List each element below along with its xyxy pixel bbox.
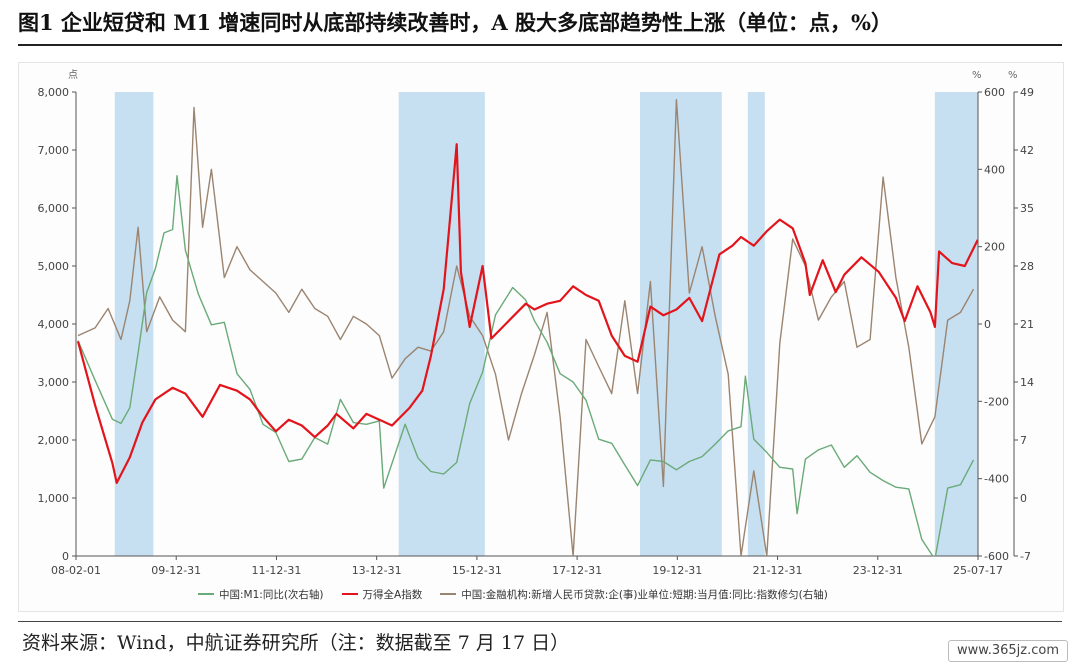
left-tick-label: 1,000 (38, 492, 70, 505)
chart-canvas: 0 1,000 2,000 3,000 4,000 5,000 6,000 7,000 8,00… (38, 69, 1035, 577)
shaded-period-4 (747, 92, 765, 556)
x-tick-label: 23-12-31 (853, 564, 903, 577)
legend-swatch-index (341, 593, 358, 595)
secondary-right-tick-label: 21 (1020, 318, 1034, 331)
secondary-right-tick-label: 28 (1020, 260, 1034, 273)
secondary-right-tick-label: 14 (1020, 376, 1034, 389)
legend-item-loan: 中国:金融机构:新增人民币贷款:企(事)业单位:短期:当月值:同比:指数修匀(右… (440, 585, 828, 603)
x-tick-label: 25-07-17 (953, 564, 1003, 577)
shaded-period-2 (398, 92, 485, 556)
shaded-period-1 (114, 92, 154, 556)
series-line-short-loan (77, 99, 975, 556)
x-tick-label: 11-12-31 (251, 564, 301, 577)
legend-label-loan: 中国:金融机构:新增人民币贷款:企(事)业单位:短期:当月值:同比:指数修匀(右… (461, 588, 828, 601)
legend-swatch-loan (440, 593, 457, 595)
figure-title: 图1 企业短贷和 M1 增速同时从底部持续改善时，A 股大多底部趋势性上涨（单位… (18, 10, 892, 35)
left-tick-label: 7,000 (38, 144, 70, 157)
source-note: 资料来源：Wind，中航证券研究所（注：数据截至 7 月 17 日） (22, 632, 570, 654)
source-divider (18, 621, 1062, 622)
left-tick-label: 3,000 (38, 376, 70, 389)
secondary-right-tick-label: 7 (1020, 434, 1027, 447)
right-tick-label: 400 (984, 163, 1005, 176)
secondary-right-tick-label: 42 (1020, 144, 1034, 157)
chart-legend: 中国:M1:同比(次右轴) 万得全A指数 中国:金融机构:新增人民币贷款:企(事… (198, 585, 828, 603)
x-tick-label: 09-12-31 (151, 564, 201, 577)
legend-item-m1: 中国:M1:同比(次右轴) (198, 585, 324, 603)
series-line-wind-all-a (76, 143, 978, 484)
secondary-right-tick-label: -7 (1020, 550, 1031, 563)
secondary-right-axis-unit: % (1008, 70, 1018, 81)
x-tick-label: 19-12-31 (652, 564, 702, 577)
right-axis-unit: % (972, 70, 982, 81)
series-line-m1 (77, 175, 975, 556)
left-tick-label: 6,000 (38, 202, 70, 215)
watermark-badge: www.365jz.com (948, 640, 1068, 662)
left-tick-label: 0 (62, 550, 69, 563)
right-tick-label: -400 (984, 473, 1009, 486)
left-tick-label: 8,000 (38, 86, 70, 99)
secondary-right-tick-label: 0 (1020, 492, 1027, 505)
legend-label-index: 万得全A指数 (362, 588, 423, 601)
shaded-period-5 (934, 92, 978, 556)
right-tick-label: -200 (984, 395, 1009, 408)
x-tick-label: 21-12-31 (753, 564, 803, 577)
right-tick-label: 200 (984, 241, 1005, 254)
legend-swatch-m1 (198, 593, 214, 595)
left-axis-unit: 点 (68, 69, 78, 81)
right-tick-label: 0 (984, 318, 991, 331)
left-tick-label: 2,000 (38, 434, 70, 447)
title-divider (18, 44, 1062, 46)
right-tick-label: -600 (984, 550, 1009, 563)
x-tick-label: 13-12-31 (352, 564, 402, 577)
secondary-right-tick-label: 49 (1020, 86, 1034, 99)
legend-item-index: 万得全A指数 (341, 585, 423, 603)
x-tick-label: 15-12-31 (452, 564, 502, 577)
right-tick-label: 600 (984, 86, 1005, 99)
left-tick-label: 4,000 (38, 318, 70, 331)
x-tick-label: 08-02-01 (51, 564, 101, 577)
x-tick-label: 17-12-31 (552, 564, 602, 577)
legend-label-m1: 中国:M1:同比(次右轴) (219, 588, 324, 601)
left-tick-label: 5,000 (38, 260, 70, 273)
secondary-right-tick-label: 35 (1020, 202, 1034, 215)
